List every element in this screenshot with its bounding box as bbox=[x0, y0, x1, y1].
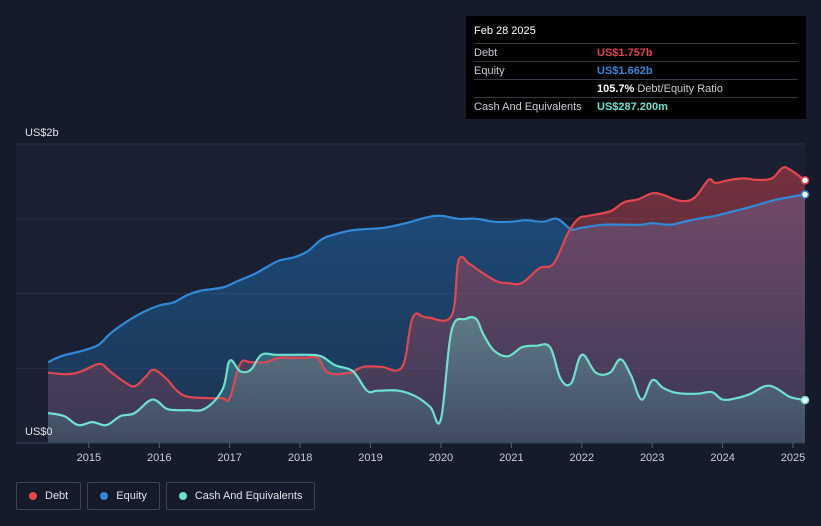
end-markers bbox=[800, 176, 810, 405]
y-tick-label: US$0 bbox=[25, 426, 53, 438]
tooltip-date: Feb 28 2025 bbox=[474, 25, 536, 37]
end-marker-cash bbox=[800, 395, 810, 405]
tooltip-label-equity: Equity bbox=[474, 64, 505, 77]
x-tick-label: 2022 bbox=[570, 452, 594, 464]
axes: 2015 2016 2017 2018 2019 2020 2021 2022 2023 2024… bbox=[16, 127, 805, 464]
x-tick-label: 2018 bbox=[288, 452, 312, 464]
legend-label-cash: Cash And Equivalents bbox=[194, 490, 303, 502]
end-marker-equity bbox=[800, 190, 810, 199]
tooltip-label-cash: Cash And Equivalents bbox=[474, 100, 582, 113]
tooltip-value-equity: US$1.662b bbox=[597, 64, 653, 77]
tooltip-row-ratio: 105.7% Debt/Equity Ratio bbox=[474, 79, 798, 97]
x-tick-label: 2020 bbox=[429, 452, 453, 464]
y-tick-label: US$2b bbox=[25, 127, 59, 139]
legend-dot-equity bbox=[100, 492, 109, 500]
legend-item-equity[interactable]: Equity bbox=[87, 482, 160, 510]
tooltip-panel: Feb 28 2025 Debt US$1.757b Equity US$1.6… bbox=[466, 16, 806, 119]
area-cash bbox=[48, 317, 805, 443]
x-tick-label: 2023 bbox=[640, 452, 664, 464]
tooltip-row-cash: Cash And Equivalents US$287.200m bbox=[474, 97, 798, 115]
line-debt bbox=[47, 165, 806, 402]
x-tick-label: 2025 bbox=[781, 452, 805, 464]
x-tick-label: 2015 bbox=[77, 452, 101, 464]
tooltip-ratio-caption: Debt/Equity Ratio bbox=[637, 82, 723, 95]
x-tick-label: 2019 bbox=[358, 452, 382, 464]
end-marker-debt bbox=[800, 176, 810, 185]
x-tick-label: 2024 bbox=[710, 452, 734, 464]
x-tick-label: 2016 bbox=[147, 452, 171, 464]
tooltip-label-debt: Debt bbox=[474, 46, 498, 59]
chart-legend: Debt Equity Cash And Equivalents bbox=[16, 482, 316, 510]
tooltip-row-debt: Debt US$1.757b bbox=[474, 43, 798, 61]
line-equity bbox=[47, 193, 806, 364]
x-tick-label: 2021 bbox=[499, 452, 523, 464]
tooltip-value-ratio: 105.7% bbox=[597, 82, 635, 95]
legend-item-debt[interactable]: Debt bbox=[16, 482, 82, 510]
line-cash bbox=[47, 316, 806, 427]
tooltip-row-equity: Equity US$1.662b bbox=[474, 61, 798, 79]
series-lines bbox=[47, 165, 806, 427]
tooltip-value-debt: US$1.757b bbox=[597, 46, 653, 59]
legend-label-equity: Equity bbox=[116, 490, 147, 502]
x-tick-label: 2017 bbox=[217, 452, 241, 464]
legend-dot-debt bbox=[29, 492, 37, 500]
legend-label-debt: Debt bbox=[45, 490, 69, 502]
legend-dot-cash bbox=[178, 492, 187, 500]
legend-item-cash[interactable]: Cash And Equivalents bbox=[165, 482, 316, 510]
tooltip-value-cash: US$287.200m bbox=[597, 100, 668, 113]
